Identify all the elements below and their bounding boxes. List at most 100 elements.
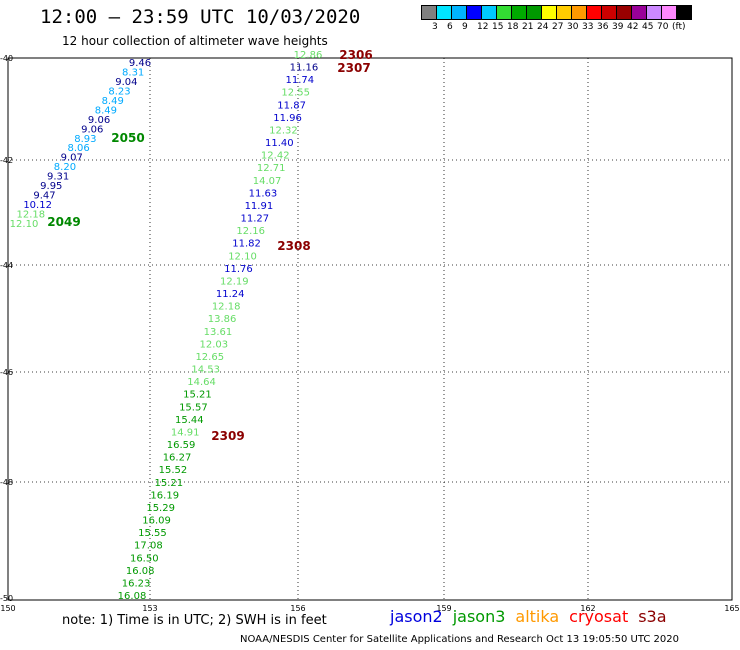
lon-tick-label: 153 [142, 604, 157, 613]
swh-value: 13.86 [208, 314, 237, 325]
swh-value: 8.06 [67, 143, 89, 154]
swh-value: 11.87 [277, 100, 306, 111]
swh-value: 8.31 [122, 67, 144, 78]
lon-tick-label: 150 [0, 604, 15, 613]
footer-credit: NOAA/NESDIS Center for Satellite Applica… [240, 634, 679, 645]
swh-value: 12.10 [228, 251, 257, 262]
color-scale-label: 30 [567, 22, 579, 32]
swh-value: 16.09 [142, 516, 171, 527]
swh-value: 9.46 [129, 58, 151, 69]
swh-value: 12.42 [261, 151, 290, 162]
swh-value: 12.55 [281, 88, 310, 99]
legend-entry-altika: altika [515, 607, 560, 626]
lon-tick-label: 156 [290, 604, 305, 613]
legend-entry-jason2: jason2 [390, 607, 443, 626]
color-scale-label: 21 [522, 22, 534, 32]
color-scale-label: 18 [507, 22, 519, 32]
swh-value: 11.63 [249, 188, 278, 199]
swh-value: 16.19 [150, 490, 179, 501]
swh-value: 11.24 [216, 289, 245, 300]
page-subtitle: 12 hour collection of altimeter wave hei… [62, 34, 328, 48]
swh-value: 11.96 [273, 113, 302, 124]
swh-value: 9.04 [115, 77, 137, 88]
color-scale-label: (ft) [672, 22, 686, 32]
swh-value: 16.08 [118, 591, 147, 602]
lon-tick-label: 162 [580, 604, 595, 613]
swh-value: 11.76 [224, 264, 253, 275]
color-swatch [676, 5, 692, 20]
swh-value: 14.53 [191, 365, 220, 376]
color-scale-bar [421, 5, 692, 20]
color-scale-label: 3 [432, 22, 438, 32]
color-scale-label: 33 [582, 22, 594, 32]
swh-value: 10.12 [23, 200, 52, 211]
swh-value: 12.32 [269, 125, 298, 136]
track-number-label: 2306 [339, 48, 372, 62]
lat-tick-label: -50 [0, 594, 13, 603]
swh-value: 15.21 [183, 390, 212, 401]
swh-value: 12.19 [220, 276, 249, 287]
color-scale-label: 36 [597, 22, 609, 32]
swh-value: 16.08 [126, 566, 155, 577]
swh-value: 8.23 [108, 86, 130, 97]
color-scale-label: 9 [462, 22, 468, 32]
units-note: note: 1) Time is in UTC; 2) SWH is in fe… [62, 613, 327, 628]
swh-value: 9.31 [47, 172, 69, 183]
lon-tick-label: 159 [436, 604, 451, 613]
swh-value: 12.10 [10, 219, 39, 230]
lon-tick-label: 165 [724, 604, 739, 613]
swh-value: 12.71 [257, 163, 286, 174]
swh-value: 16.50 [130, 553, 159, 564]
color-scale-label: 24 [537, 22, 549, 32]
swh-value: 9.47 [33, 191, 55, 202]
color-scale-label: 70 [657, 22, 669, 32]
swh-value: 12.86 [294, 50, 323, 61]
legend-entry-jason3: jason3 [452, 607, 506, 626]
swh-value: 9.06 [88, 115, 110, 126]
swh-value: 11.74 [285, 75, 314, 86]
swh-value: 17.08 [134, 541, 163, 552]
swh-value: 8.93 [74, 134, 96, 145]
swh-value: 9.07 [61, 153, 83, 164]
swh-value: 14.91 [171, 427, 200, 438]
swh-value: 15.21 [155, 478, 184, 489]
swh-value: 16.27 [163, 453, 192, 464]
legend-entry-s3a: s3a [638, 607, 667, 626]
lat-tick-label: -48 [0, 478, 13, 487]
swh-value: 8.49 [102, 96, 124, 107]
swh-value: 12.18 [17, 210, 46, 221]
swh-value: 11.16 [290, 63, 319, 74]
track-number-label: 2307 [337, 61, 370, 75]
swh-value: 11.40 [265, 138, 294, 149]
swh-value: 9.06 [81, 124, 103, 135]
swh-value: 16.59 [167, 440, 196, 451]
swh-value: 12.18 [212, 302, 241, 313]
swh-value: 15.29 [146, 503, 175, 514]
color-scale-label: 6 [447, 22, 453, 32]
lat-tick-label: -42 [0, 156, 13, 165]
swh-value: 12.65 [195, 352, 224, 363]
color-scale-label: 45 [642, 22, 654, 32]
track-number-label: 2050 [111, 131, 144, 145]
swh-value: 14.07 [253, 176, 282, 187]
map-frame [7, 57, 733, 601]
lat-tick-label: -40 [0, 54, 13, 63]
swh-value: 8.20 [54, 162, 76, 173]
swh-value: 15.57 [179, 402, 208, 413]
track-number-label: 2049 [47, 215, 80, 229]
swh-value: 14.64 [187, 377, 216, 388]
swh-value: 15.52 [159, 465, 188, 476]
lat-tick-label: -46 [0, 368, 13, 377]
color-scale-label: 39 [612, 22, 624, 32]
satellite-legend: jason2 jason3 altika cryosat s3a [390, 607, 677, 626]
swh-value: 12.03 [200, 339, 229, 350]
swh-value: 13.61 [204, 327, 233, 338]
legend-entry-cryosat: cryosat [569, 607, 629, 626]
swh-value: 9.95 [40, 181, 62, 192]
swh-value: 11.27 [240, 214, 269, 225]
swh-value: 11.91 [245, 201, 274, 212]
swh-value: 12.16 [236, 226, 265, 237]
swh-value: 11.82 [232, 239, 261, 250]
swh-value: 15.55 [138, 528, 167, 539]
